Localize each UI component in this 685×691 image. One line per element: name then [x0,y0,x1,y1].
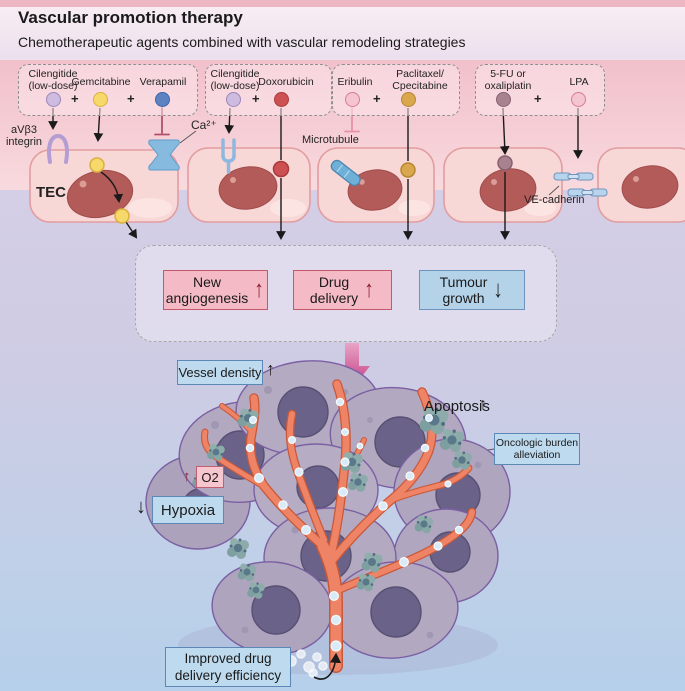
drug-particles-in-vessels [245,397,464,652]
down-arrow-icon: ↓ [493,276,504,303]
calcium-channel-icon [148,139,180,171]
drug-dot-verapamil [155,92,170,107]
hypoxia-label: Hypoxia [152,496,224,524]
drug-label: Cilengitide (low-dose) [210,68,260,92]
page-title: Vascular promotion therapy [18,8,243,27]
outcome-drug-delivery: Drug delivery ↑ [293,270,392,310]
ve-cadherin-label: VE-cadherin [524,194,585,206]
drug-label: Gemcitabine [71,76,131,88]
integrin-icon [46,134,70,164]
apoptosis-label: Apoptosis [424,398,490,415]
o2-text: O2 [201,469,219,485]
drug-dot-cilengitide [226,92,241,107]
plus-sign: + [127,91,135,106]
drug-group-4: 5-FU or oxaliplatin LPA + [475,64,605,116]
outcome-label: Drug delivery [309,274,359,306]
improved-delivery-label: Improved drug delivery efficiency [165,647,291,687]
drug-group-3: Eribulin Paclitaxel/ Cpecitabine + [332,64,460,116]
drug-label: Verapamil [139,76,187,88]
down-arrow-icon: ↓ [136,496,146,518]
oncologic-burden-label: Oncologic burden alleviation [494,433,580,465]
up-arrow-icon: ↑ [254,276,265,303]
integrin-label: aVβ3 integrin [5,124,43,148]
drug-group-2: Cilengitide (low-dose) Doxorubicin + [205,64,332,116]
drug-dot-eribulin [345,92,360,107]
hypoxia-text: Hypoxia [160,501,216,519]
o2-label: O2 [196,466,224,488]
outcome-label: New angiogenesis [165,274,249,306]
drug-label: Eribulin [337,76,373,88]
up-arrow-icon: ↑ [479,396,487,413]
microtubule-label: Microtubule [302,134,359,146]
calcium-label: Ca²⁺ [191,118,217,132]
drug-dot-paclitaxel [401,92,416,107]
vessel-density-label: Vessel density [177,360,263,385]
drug-dot-doxorubicin [274,92,289,107]
tec-cell-row [29,147,685,223]
up-arrow-icon: ↑ [266,359,275,379]
up-arrow-icon: ↑ [364,276,374,303]
drug-label: Cilengitide (low-dose) [28,68,78,92]
drug-label: Doxorubicin [258,76,314,88]
ve-cadherin-icon [553,172,608,197]
drug-dot-gemcitabine [93,92,108,107]
drug-label: Paclitaxel/ Cpecitabine [392,68,448,92]
plus-sign: + [534,91,542,106]
drug-label: LPA [569,76,589,88]
drug-group-1: Cilengitide (low-dose) Gemcitabine Verap… [18,64,198,116]
drug-dot-cilengitide [46,92,61,107]
tec-nuclei [66,165,679,219]
outcome-label: Tumour growth [439,274,488,306]
page-subtitle: Chemotherapeutic agents combined with va… [18,34,466,50]
drug-dot-lpa [571,92,586,107]
outcome-tumour-growth: Tumour growth ↓ [419,270,525,310]
oncologic-burden-text: Oncologic burden alleviation [495,436,579,462]
drug-particles-in-cells [89,155,513,224]
top-strip [0,0,685,7]
uptake-arrow [313,652,342,680]
plus-sign: + [71,91,79,106]
microtubule-icon [330,159,361,187]
tec-label: TEC [36,184,66,201]
tumor-mass [145,360,511,675]
drug-dot-5fu [496,92,511,107]
up-arrow-icon: ↑ [183,468,191,485]
plus-sign: + [373,91,381,106]
improved-delivery-text: Improved drug delivery efficiency [174,651,282,683]
outcome-new-angiogenesis: New angiogenesis ↑ [163,270,268,310]
integrin-icon-2 [221,138,236,174]
drug-label: 5-FU or oxaliplatin [484,68,532,92]
vessel-density-text: Vessel density [178,365,262,380]
plus-sign: + [252,91,260,106]
title-band [0,7,685,60]
